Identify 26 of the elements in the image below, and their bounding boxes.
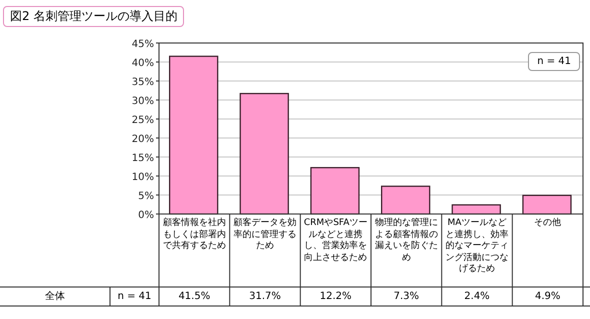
data-label: 41.5% [177, 290, 212, 304]
y-tick-label: 35% [132, 77, 154, 88]
text: 全体 [44, 290, 66, 304]
data-label: 12.2% [318, 290, 353, 304]
text: n = 41 [116, 290, 152, 304]
x-tick-label: 顧客情報を社内もしくは部署内で共有するため [162, 216, 227, 253]
y-tick-label: 20% [132, 134, 154, 145]
x-tick-label: CRMやSFAツールなどと連携し、営業効率を向上させるため [302, 217, 368, 264]
data-label: 31.7% [248, 290, 282, 304]
data-label: 4.9% [534, 290, 562, 304]
y-tick-label: 0% [138, 210, 154, 221]
x-tick-label: 物理的な管理による顧客情報の漏えいを防ぐため [374, 216, 439, 264]
y-tick-label: 25% [132, 115, 154, 126]
y-tick-label: 10% [132, 172, 154, 183]
y-tick-label: 5% [138, 191, 154, 202]
y-tick-label: 15% [132, 153, 154, 164]
data-label: 2.4% [463, 290, 491, 304]
x-tick-label: 顧客データを効率的に管理するため [232, 216, 298, 253]
y-tick-label: 40% [132, 58, 154, 69]
y-tick-label: 45% [132, 39, 154, 50]
annotation: n = 41 [528, 52, 580, 71]
chart-title: 図2 名刺管理ツールの導入目的 [3, 6, 184, 27]
data-label: 7.3% [392, 290, 420, 304]
y-tick-label: 30% [132, 96, 154, 107]
x-tick-label: その他 [533, 216, 562, 230]
x-tick-label: MAツールなどと連携し、効率的なマーケティング活動につなげるため [444, 217, 510, 276]
